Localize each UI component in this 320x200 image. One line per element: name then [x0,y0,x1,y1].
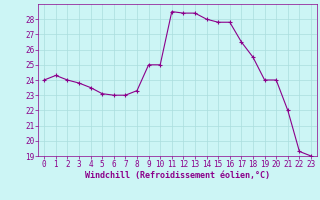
X-axis label: Windchill (Refroidissement éolien,°C): Windchill (Refroidissement éolien,°C) [85,171,270,180]
